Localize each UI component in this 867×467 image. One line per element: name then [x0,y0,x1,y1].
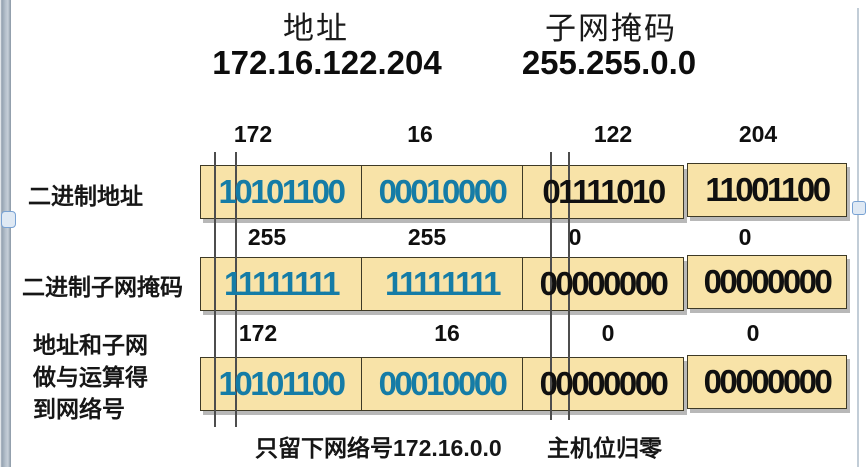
binary-mask-boxes: 11111111 11111111 00000000 [200,257,684,311]
host-boundary-line [550,152,552,420]
octet-box: 00010000 [361,166,522,218]
octet-bits: 11111111 [223,265,341,302]
octet-box: 10101100 [201,358,361,410]
octet-box: 00000000 [522,358,683,410]
octet-bits: 10101100 [218,173,346,210]
octet-bits: 00010000 [378,365,508,402]
decimal-label: 172 [238,320,278,346]
decimal-label: 255 [247,224,287,250]
row-label-binary-address: 二进制地址 [28,183,143,209]
decimal-label: 16 [407,121,433,147]
octet-box: 01111010 [522,166,683,218]
octet-bits: 10101100 [218,365,346,402]
octet-bits: 00000000 [539,265,669,302]
address-header: 地址 [283,11,349,46]
decimal-label: 16 [434,320,460,346]
octet-bits: 00000000 [703,363,833,400]
host-bits-zero-note: 主机位归零 [547,435,662,461]
octet-bits: 00010000 [378,173,508,210]
decimal-label: 122 [593,121,633,147]
octet-box: 11111111 [361,258,522,310]
octet-box: 00000000 [687,355,847,409]
octet-box: 00000000 [522,258,683,310]
octet-box: 11111111 [201,258,361,310]
right-resize-handle[interactable] [852,201,866,215]
row-label-line: 地址和子网 [33,332,148,358]
octet-box: 11001100 [687,163,847,217]
octet-bits: 00000000 [539,365,669,402]
decimal-label: 0 [568,224,582,250]
network-number-boxes: 10101100 00010000 00000000 [200,357,684,411]
binary-address-boxes: 10101100 00010000 01111010 [200,165,684,219]
octet-box: 00000000 [687,255,847,309]
octet-bits: 11001100 [705,171,831,208]
network-boundary-line [235,152,237,427]
decimal-label: 204 [738,121,778,147]
subnet-mask-header: 子网掩码 [545,11,677,46]
decimal-label: 0 [746,320,760,346]
network-number-note: 只留下网络号172.16.0.0 [255,435,502,461]
left-resize-handle[interactable] [1,211,16,228]
row-label-binary-mask: 二进制子网掩码 [22,274,183,300]
row-label-and-result: 地址和子网 做与运算得 到网络号 [33,329,148,425]
octet-box: 10101100 [201,166,361,218]
octet-bits: 11111111 [384,265,502,302]
octet-box: 00010000 [361,358,522,410]
row-label-line: 到网络号 [33,396,125,422]
decimal-label: 172 [233,121,273,147]
network-boundary-line [214,152,216,427]
octet-bits: 00000000 [703,263,833,300]
host-boundary-line [568,152,570,420]
right-edge-line [857,8,859,467]
decimal-label: 255 [407,224,447,250]
row-label-line: 做与运算得 [33,364,148,390]
decimal-label: 0 [738,224,752,250]
left-edge-bar [0,0,11,467]
decimal-label: 0 [601,320,615,346]
address-value: 172.16.122.204 [212,44,442,81]
subnet-mask-value: 255.255.0.0 [521,44,697,81]
octet-bits: 01111010 [542,173,666,210]
